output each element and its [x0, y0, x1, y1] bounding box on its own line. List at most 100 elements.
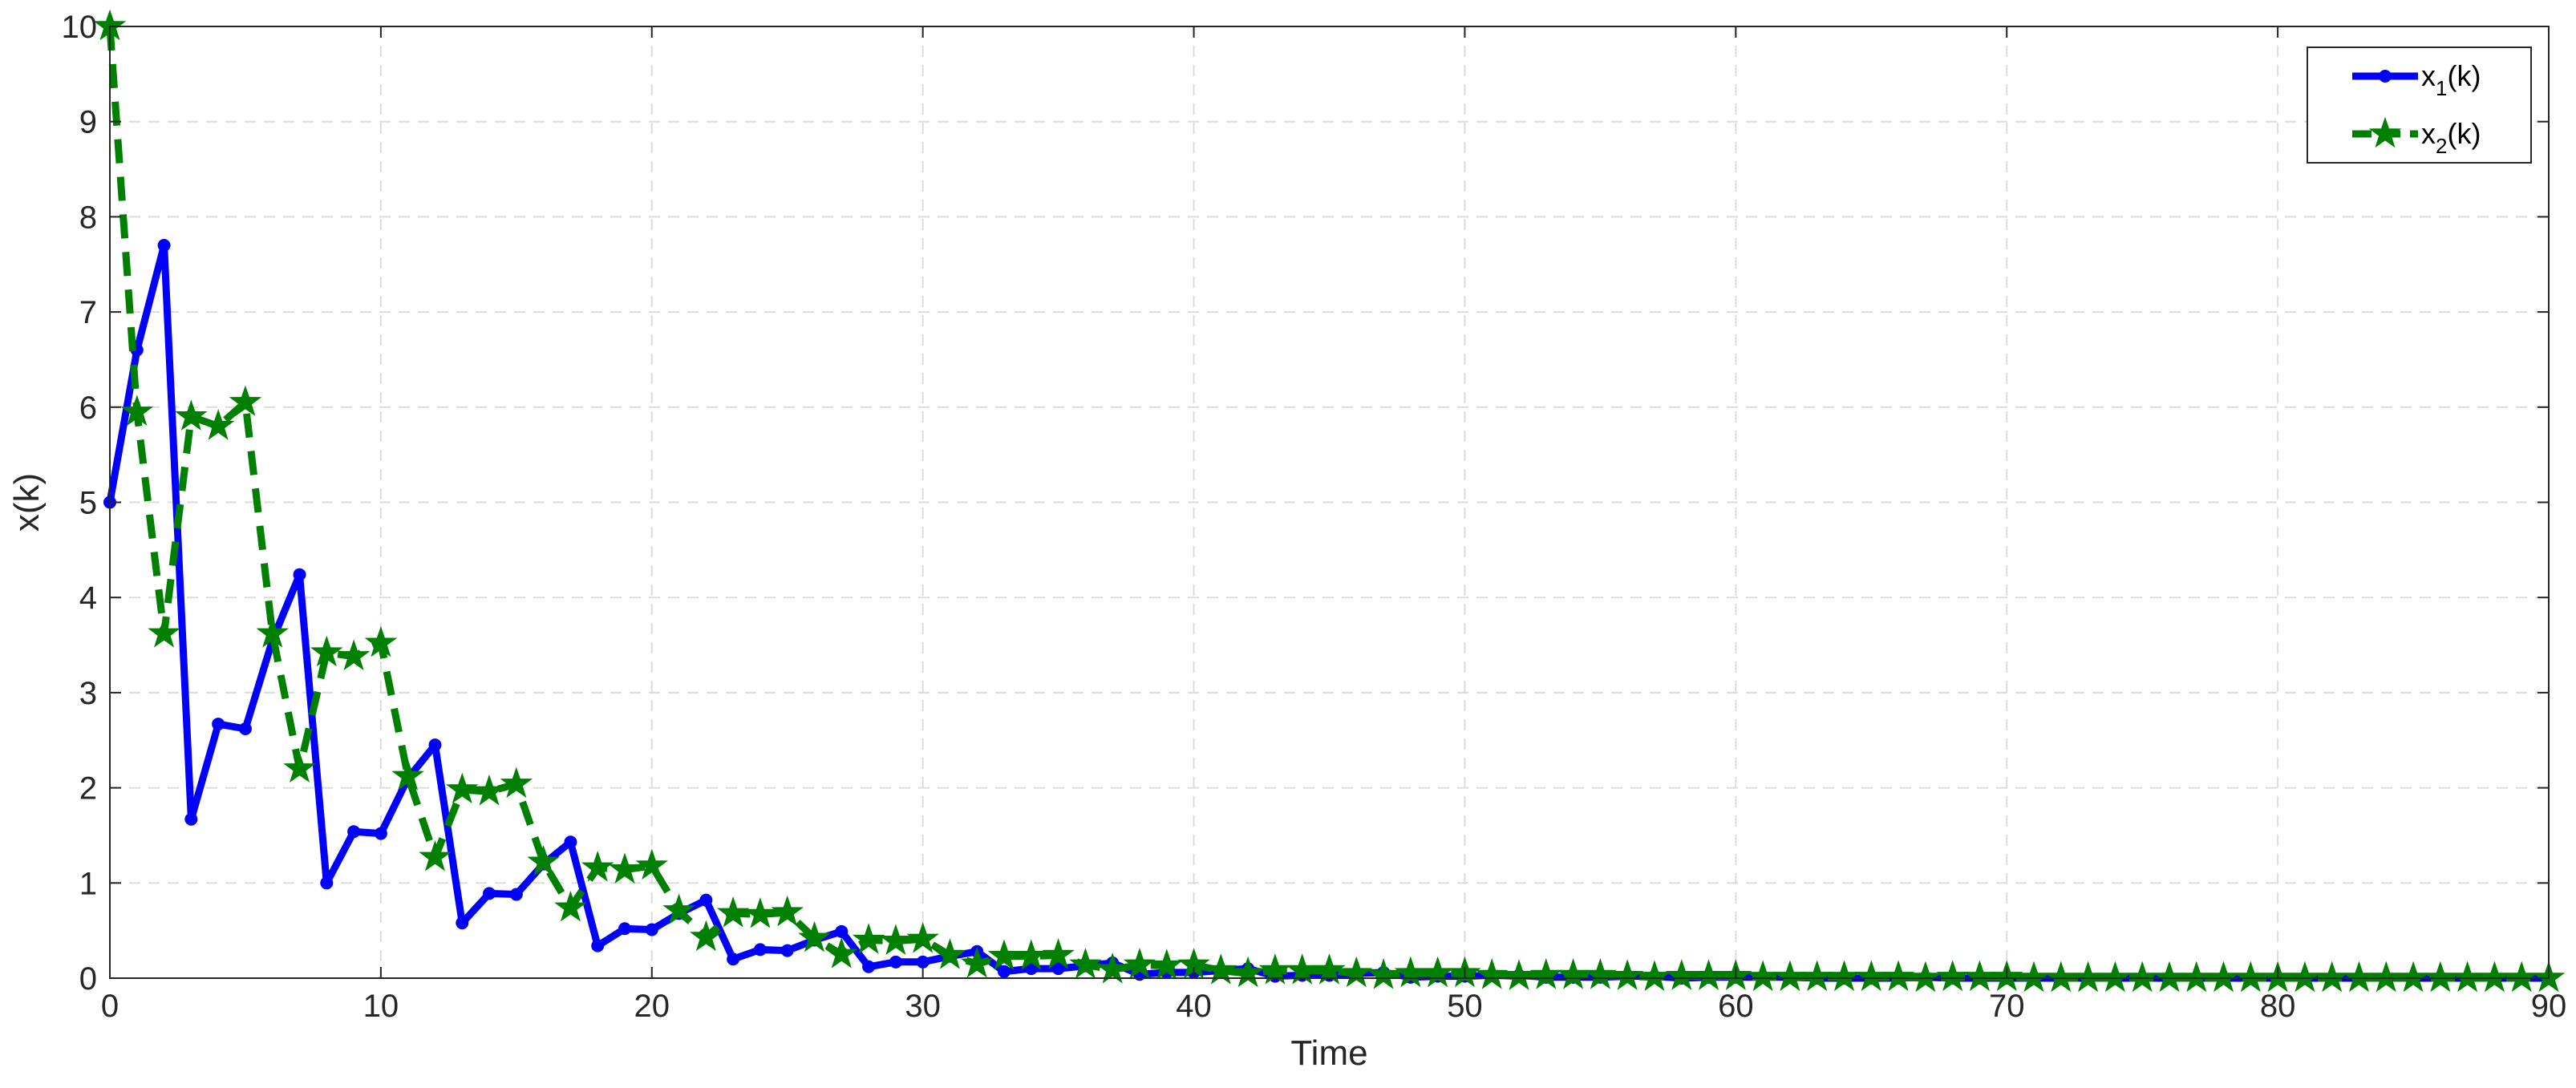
data-point: [879, 924, 913, 955]
data-point: [472, 774, 506, 806]
legend-entry-x2: x2(k): [2352, 116, 2481, 158]
data-point: [1665, 959, 1699, 990]
y-tick-label: 9: [79, 105, 97, 140]
data-point: [1367, 958, 1400, 989]
y-tick-label: 0: [79, 961, 97, 997]
data-point: [852, 923, 885, 954]
data-point: [364, 625, 398, 657]
legend: x1(k) x2(k): [2307, 47, 2532, 164]
data-point: [1502, 959, 1536, 990]
data-point: [1123, 948, 1156, 979]
data-point: [690, 920, 723, 952]
data-point: [419, 839, 452, 872]
data-point: [201, 409, 235, 440]
data-point: [2315, 961, 2349, 993]
data-point: [581, 850, 614, 882]
data-point: [753, 943, 767, 957]
data-point: [2099, 961, 2132, 993]
data-point: [1475, 958, 1509, 989]
data-point: [1313, 953, 1346, 985]
data-point: [1746, 960, 1780, 992]
data-point: [2505, 961, 2538, 993]
data-point: [293, 568, 306, 581]
legend-entries: x1(k) x2(k): [2352, 59, 2481, 158]
y-tick-label: 8: [79, 200, 97, 235]
x-tick-label: 30: [905, 989, 941, 1024]
data-point: [1150, 948, 1184, 980]
y-tick-label: 5: [79, 486, 97, 521]
data-point: [1339, 956, 1373, 988]
data-point: [889, 955, 902, 969]
legend-entry-x1: x1(k): [2352, 59, 2481, 100]
data-point: [699, 893, 713, 907]
data-point: [1584, 958, 1617, 989]
x-axis-label: Time: [1290, 1033, 1367, 1073]
data-point: [509, 888, 523, 901]
data-point: [2478, 961, 2511, 993]
data-point: [120, 394, 154, 426]
x-tick-label: 40: [1176, 989, 1212, 1024]
data-point: [175, 399, 208, 431]
data-point: [2234, 961, 2267, 993]
data-point: [1557, 958, 1590, 989]
legend-marker: [2379, 70, 2392, 83]
data-point: [771, 895, 804, 927]
legend-box: [2307, 47, 2532, 164]
data-point: [916, 955, 930, 969]
x-tick-label: 50: [1447, 989, 1483, 1024]
x-tick-label: 70: [1989, 989, 2025, 1024]
data-point: [635, 848, 669, 880]
data-point: [608, 852, 642, 884]
x-tick-label: 0: [101, 989, 119, 1024]
x-tick-label: 60: [1718, 989, 1754, 1024]
data-point: [1394, 956, 1428, 988]
data-point: [2424, 961, 2457, 993]
data-point: [1692, 959, 1725, 990]
legend-label-tail: (k): [2447, 59, 2481, 92]
data-point: [906, 921, 939, 953]
data-point: [2044, 961, 2078, 993]
data-point: [998, 965, 1011, 978]
data-point: [716, 896, 750, 928]
data-point: [1051, 962, 1065, 976]
data-point: [1881, 960, 1915, 992]
data-point: [1286, 953, 1319, 985]
data-point: [2288, 961, 2322, 993]
data-point: [798, 920, 831, 953]
data-point: [1936, 960, 1969, 992]
data-point: [618, 922, 631, 936]
data-point: [238, 722, 252, 736]
data-point: [564, 835, 577, 849]
y-tick-label: 2: [79, 771, 97, 807]
data-point: [2017, 961, 2051, 993]
data-point: [1854, 960, 1888, 992]
data-point: [1529, 958, 1563, 989]
data-point: [987, 939, 1021, 970]
data-point: [1421, 956, 1454, 988]
data-point: [1963, 960, 1996, 992]
y-tick-label: 7: [79, 295, 97, 330]
data-point: [1610, 959, 1644, 990]
data-point: [347, 825, 361, 839]
data-point: [1231, 956, 1265, 988]
data-point: [256, 616, 290, 648]
data-point: [184, 812, 198, 826]
data-point: [645, 923, 658, 936]
data-point: [456, 916, 469, 930]
data-point: [148, 616, 180, 648]
data-point: [374, 827, 387, 840]
data-point: [320, 876, 334, 890]
data-point: [1042, 938, 1075, 969]
legend-marker: [2368, 116, 2402, 148]
data-point: [824, 936, 858, 969]
data-point: [662, 893, 695, 924]
legend-label-tail: (k): [2447, 117, 2481, 150]
data-point: [780, 944, 794, 957]
data-point: [445, 772, 479, 804]
data-point: [2396, 961, 2430, 993]
data-point: [727, 953, 740, 966]
data-point: [2451, 961, 2484, 993]
y-tick-label: 10: [62, 10, 98, 45]
